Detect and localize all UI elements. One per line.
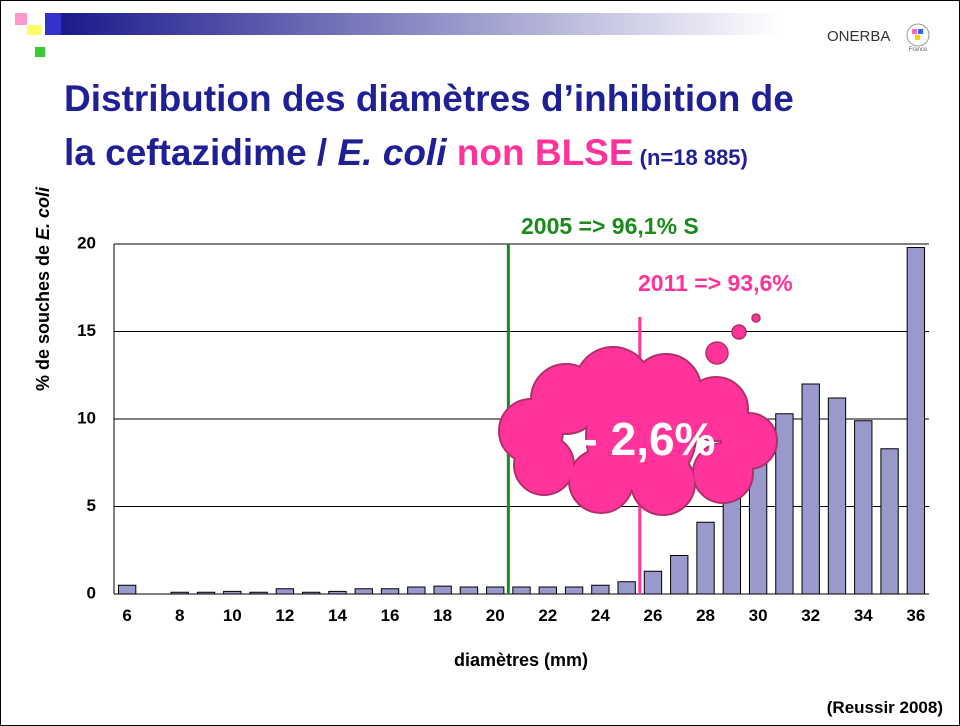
thought-bubble (732, 325, 746, 339)
source: (Reussir 2008) (827, 698, 943, 717)
x-tick-label: 20 (486, 606, 505, 625)
title-line: la ceftazidime / E. coli non BLSE (n=18 … (64, 131, 748, 180)
x-axis-label: diamètres (mm) (454, 650, 588, 670)
deco (45, 13, 61, 35)
deco (15, 13, 27, 25)
bar (118, 585, 135, 594)
title-part: (n=18 885) (634, 145, 748, 170)
thought-bubble (752, 314, 760, 322)
title-line: Distribution des diamètres d’inhibition … (64, 77, 794, 121)
bar (802, 384, 819, 594)
slide: ONERBA France 0 5 10 15 20 6 8 10 12 14 16 18 20 22 24… (0, 0, 960, 726)
deco (35, 47, 45, 57)
deco (915, 35, 920, 40)
bar (855, 421, 872, 594)
x-tick-label: 26 (643, 606, 662, 625)
bar (881, 449, 898, 594)
logo-sub: France (909, 47, 928, 53)
marker-label: 2005 => 96,1% S (521, 213, 699, 239)
x-tick-label: 16 (381, 606, 400, 625)
header-bar (61, 13, 781, 35)
bar (828, 398, 845, 594)
x-tick-label: 6 (122, 606, 131, 625)
y-tick-label: 0 (87, 583, 96, 602)
deco (918, 29, 923, 34)
y-tick-label: 10 (77, 408, 96, 427)
x-tick-label: 18 (433, 606, 452, 625)
x-tick-label: 12 (275, 606, 294, 625)
x-tick-label: 14 (328, 606, 347, 625)
title-part: non BLSE (446, 132, 633, 173)
y-label-part: E. coli (33, 186, 53, 240)
x-tick-label: 28 (696, 606, 715, 625)
bar (434, 586, 451, 594)
bar (907, 248, 924, 595)
bar (618, 582, 635, 594)
bar (592, 585, 609, 594)
bar (408, 587, 425, 594)
bar (487, 587, 504, 594)
bar (539, 587, 556, 594)
x-tick-label: 22 (538, 606, 557, 625)
y-tick-label: 5 (87, 496, 96, 515)
thought-bubble (706, 342, 728, 364)
bar (644, 571, 661, 594)
x-tick-label: 34 (854, 606, 873, 625)
title-part: E. coli (338, 132, 447, 173)
bar (776, 414, 793, 594)
bar (565, 587, 582, 594)
bar (355, 589, 372, 594)
x-tick-label: 24 (591, 606, 610, 625)
bar (697, 522, 714, 594)
y-tick-label: 15 (77, 321, 96, 340)
x-tick-label: 36 (906, 606, 925, 625)
bar (460, 587, 477, 594)
bar (671, 556, 688, 595)
bar (381, 589, 398, 594)
logo: ONERBA (827, 28, 890, 45)
deco (27, 25, 41, 35)
title-part: la ceftazidime / (64, 132, 338, 173)
y-axis-label: % de souches de E. coli (33, 186, 53, 391)
x-tick-label: 30 (749, 606, 768, 625)
x-tick-label: 32 (801, 606, 820, 625)
y-tick-label: 20 (77, 233, 96, 252)
cloud-part (515, 436, 573, 494)
bar (276, 589, 293, 594)
marker-label: 2011 => 93,6% (638, 270, 793, 296)
x-tick-label: 8 (175, 606, 184, 625)
bar (723, 489, 740, 594)
x-tick-label: 10 (223, 606, 242, 625)
annotation: - 2,6% (583, 413, 716, 465)
deco (912, 29, 917, 34)
y-label-part: % de souches de (33, 240, 53, 391)
bar (513, 587, 530, 594)
